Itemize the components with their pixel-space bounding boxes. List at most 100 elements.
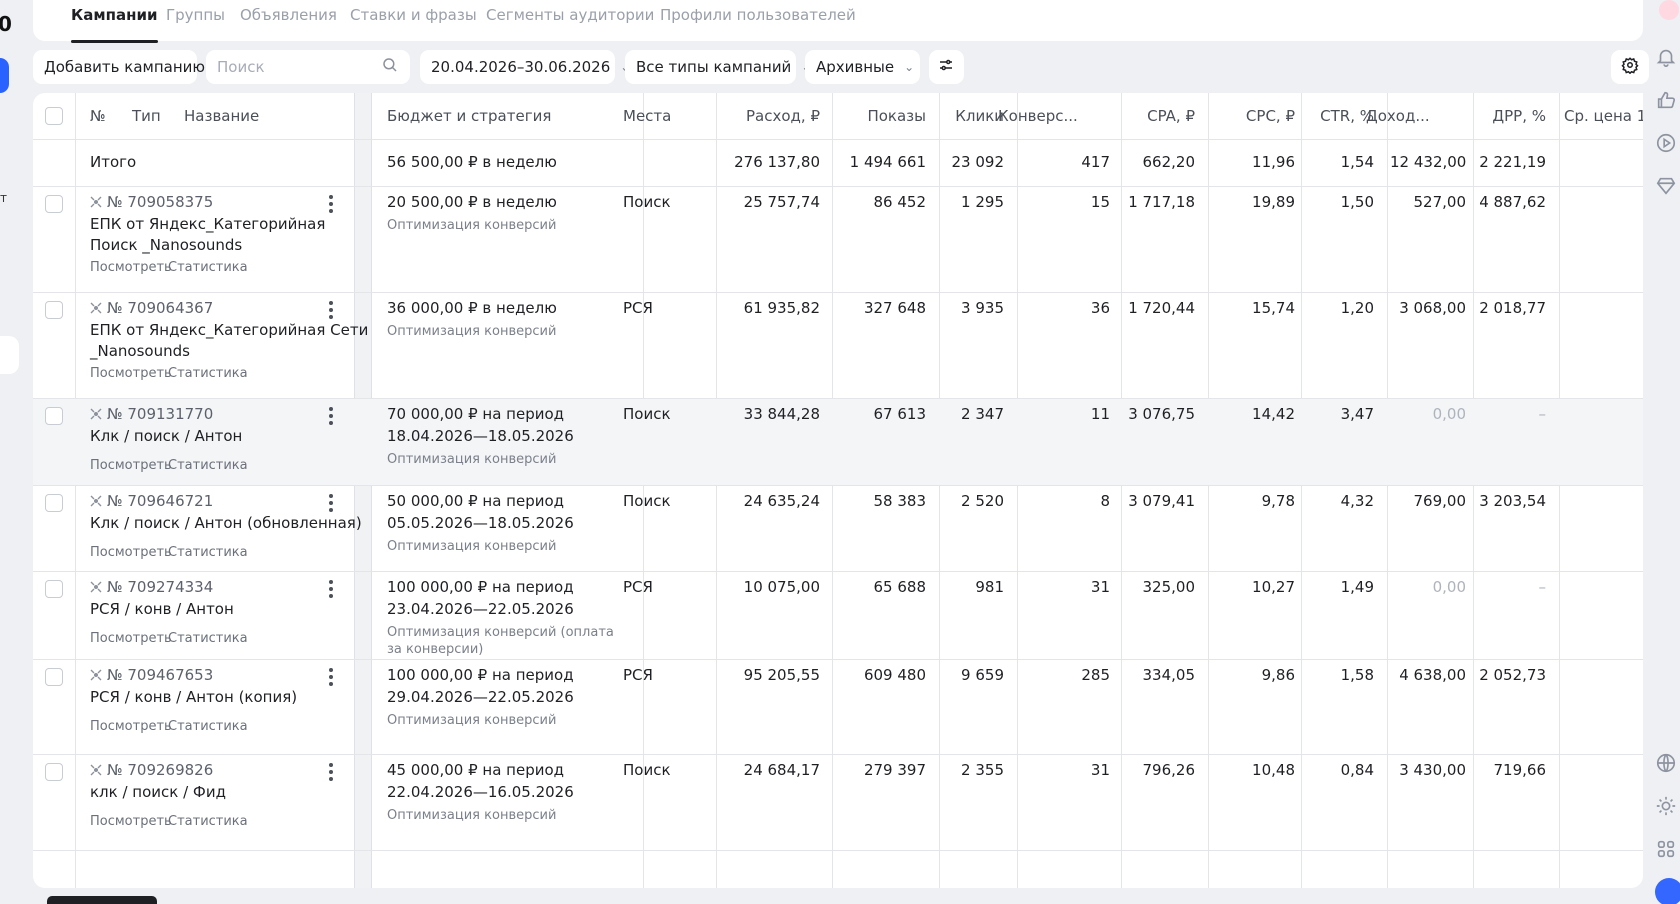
left-edge-panel-handle[interactable] [0,336,19,374]
stats-link[interactable]: Статистика [168,631,248,646]
tab-bids-phrases[interactable]: Ставки и фразы [350,6,477,24]
campaign-name-line2[interactable]: Поиск _Nanosounds [90,236,243,254]
campaign-id: № 709467653 [90,666,213,684]
col-budget-header[interactable]: Бюджет и стратегия [387,107,552,125]
col-ctr-header[interactable]: CTR, % [1320,107,1374,125]
play-icon[interactable] [1655,132,1679,156]
add-campaign-button[interactable]: Добавить кампанию [33,50,205,84]
table-row[interactable]: № 709274334 РСЯ / конв / Антон Посмотреть С… [33,572,1643,660]
col-clicks-header[interactable]: Клики [955,107,1004,125]
stats-link[interactable]: Статистика [168,814,248,829]
table-row[interactable]: № 709467653 РСЯ / конв / Антон (копия) Пос… [33,660,1643,755]
col-drr-header[interactable]: ДРР, % [1492,107,1546,125]
table-row[interactable]: № 709646721 Клк / поиск / Антон (обновлен… [33,486,1643,572]
row-checkbox[interactable] [45,763,63,781]
col-conversions-header[interactable]: Конверс... [998,107,1078,125]
filter-settings-button[interactable] [929,50,964,84]
row-checkbox[interactable] [45,301,63,319]
col-cpa-header[interactable]: CPA, ₽ [1147,107,1195,125]
stats-link[interactable]: Статистика [168,719,248,734]
tab-ads[interactable]: Объявления [240,6,337,24]
campaign-name-line1[interactable]: ЕПК от Яндекс_Категорийная Сети [90,321,369,339]
select-all-checkbox[interactable] [45,107,63,125]
view-link[interactable]: Посмотреть [90,458,172,473]
table-row[interactable]: № 709269826 клк / поиск / Фид Посмотреть Ст… [33,755,1643,851]
table-row[interactable]: № 709058375 ЕПК от Яндекс_Категорийная Пои… [33,187,1643,293]
campaign-name-line1[interactable]: РСЯ / конв / Антон [90,600,234,618]
strategy: Оптимизация конверсий [387,452,557,467]
col-income-header[interactable]: Доход... [1366,107,1430,125]
col-cpc-header[interactable]: CPC, ₽ [1245,107,1295,125]
sticky-column-divider[interactable] [354,93,372,888]
globe-icon[interactable] [1655,752,1679,776]
view-link[interactable]: Посмотреть [90,545,172,560]
table-row[interactable]: № 709131770 Клк / поиск / Антон Посмотреть… [33,399,1643,486]
col-places-header[interactable]: Места [623,107,672,125]
row-checkbox[interactable] [45,580,63,598]
cell-drr: 3 203,54 [1479,492,1546,510]
strategy: Оптимизация конверсий [387,713,557,728]
archive-filter-select[interactable]: Архивные ⌄ [805,50,920,84]
budget-amount: 20 500,00 ₽ в неделю [387,193,557,211]
tab-audience-segments[interactable]: Сегменты аудитории [486,6,655,24]
row-menu-button[interactable] [323,299,339,321]
campaign-name-line1[interactable]: Клк / поиск / Антон (обновленная) [90,514,362,532]
row-checkbox[interactable] [45,195,63,213]
totals-cpa: 662,20 [1142,153,1196,171]
thumbs-up-icon[interactable] [1655,89,1679,113]
cell-impressions: 65 688 [873,578,927,596]
cell-spend: 24 635,24 [743,492,820,510]
col-number-header[interactable]: № [90,107,106,125]
places: Поиск [623,405,671,423]
diamond-icon[interactable] [1655,175,1679,199]
tab-campaigns[interactable]: Кампании [71,6,158,43]
cell-ctr: 4,32 [1340,492,1374,510]
cell-income: 527,00 [1413,193,1467,211]
row-menu-button[interactable] [323,666,339,688]
row-menu-button[interactable] [323,405,339,427]
apps-grid-icon[interactable] [1655,838,1679,862]
row-menu-button[interactable] [323,578,339,600]
search-input[interactable]: Поиск [206,50,410,84]
row-checkbox[interactable] [45,668,63,686]
date-range-select[interactable]: 20.04.2026–30.06.2026 ⌄ [420,50,630,84]
col-type-header[interactable]: Тип [132,107,161,125]
stats-link[interactable]: Статистика [168,458,248,473]
stats-link[interactable]: Статистика [168,366,248,381]
tab-user-profiles[interactable]: Профили пользователей [660,6,856,24]
view-link[interactable]: Посмотреть [90,631,172,646]
row-menu-button[interactable] [323,193,339,215]
campaign-name-line2[interactable]: _Nanosounds [90,342,190,360]
view-link[interactable]: Посмотреть [90,260,172,275]
cell-clicks: 981 [975,578,1004,596]
sun-icon[interactable] [1655,795,1679,819]
avatar[interactable] [1659,0,1679,20]
campaign-name-line1[interactable]: клк / поиск / Фид [90,783,226,801]
left-edge-active-marker[interactable] [0,58,9,93]
tab-groups[interactable]: Группы [166,6,226,24]
bell-icon[interactable] [1655,46,1679,70]
row-checkbox[interactable] [45,407,63,425]
row-menu-button[interactable] [323,761,339,783]
col-name-header[interactable]: Название [184,107,260,125]
table-row[interactable]: № 709064367 ЕПК от Яндекс_Категорийная Се… [33,293,1643,399]
row-checkbox[interactable] [45,494,63,512]
view-link[interactable]: Посмотреть [90,814,172,829]
view-link[interactable]: Посмотреть [90,719,172,734]
footer-badge[interactable] [47,896,157,904]
campaign-name-line1[interactable]: Клк / поиск / Антон [90,427,243,445]
campaign-name-line1[interactable]: ЕПК от Яндекс_Категорийная [90,215,326,233]
stats-link[interactable]: Статистика [168,260,248,275]
table-settings-button[interactable] [1611,50,1649,84]
col-spend-header[interactable]: Расход, ₽ [746,107,820,125]
totals-ctr: 1,54 [1340,153,1374,171]
campaign-name-line1[interactable]: РСЯ / конв / Антон (копия) [90,688,298,706]
budget-amount: 50 000,00 ₽ на период [387,492,565,510]
col-avg-price-header[interactable]: Ср. цена 10 [1564,107,1643,125]
row-menu-button[interactable] [323,492,339,514]
view-link[interactable]: Посмотреть [90,366,172,381]
col-impressions-header[interactable]: Показы [867,107,926,125]
stats-link[interactable]: Статистика [168,545,248,560]
campaign-types-select[interactable]: Все типы кампаний ⌄ [625,50,811,84]
assistant-button[interactable] [1655,878,1680,904]
